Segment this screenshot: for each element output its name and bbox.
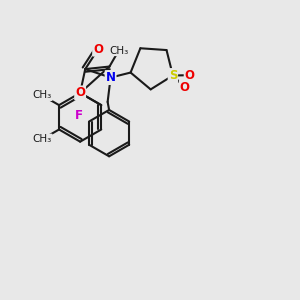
Text: S: S	[169, 69, 177, 82]
Text: F: F	[75, 110, 83, 122]
Text: O: O	[180, 81, 190, 94]
Text: N: N	[106, 71, 116, 84]
Text: O: O	[185, 69, 195, 82]
Text: O: O	[93, 43, 103, 56]
Text: CH₃: CH₃	[109, 46, 128, 56]
Text: CH₃: CH₃	[33, 134, 52, 144]
Text: O: O	[75, 86, 85, 99]
Text: CH₃: CH₃	[33, 91, 52, 100]
